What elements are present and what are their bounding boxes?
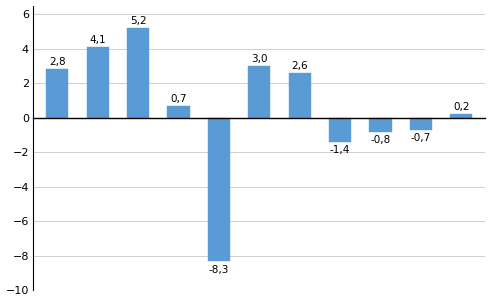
- Text: -1,4: -1,4: [330, 145, 350, 156]
- Bar: [248, 66, 271, 118]
- Text: 5,2: 5,2: [130, 16, 146, 26]
- Text: -8,3: -8,3: [209, 265, 229, 275]
- Text: 4,1: 4,1: [89, 35, 106, 45]
- Bar: [86, 47, 109, 118]
- Text: 0,2: 0,2: [453, 102, 469, 112]
- Text: 2,8: 2,8: [49, 57, 66, 67]
- Text: 3,0: 3,0: [251, 54, 268, 64]
- Text: 2,6: 2,6: [291, 61, 308, 71]
- Bar: [167, 106, 190, 118]
- Text: 0,7: 0,7: [170, 94, 187, 104]
- Bar: [409, 118, 432, 130]
- Text: -0,7: -0,7: [410, 133, 431, 143]
- Bar: [46, 69, 68, 118]
- Bar: [369, 118, 391, 132]
- Bar: [289, 73, 311, 118]
- Bar: [450, 114, 472, 118]
- Bar: [208, 118, 230, 261]
- Bar: [127, 28, 149, 118]
- Text: -0,8: -0,8: [370, 135, 390, 145]
- Bar: [329, 118, 351, 142]
